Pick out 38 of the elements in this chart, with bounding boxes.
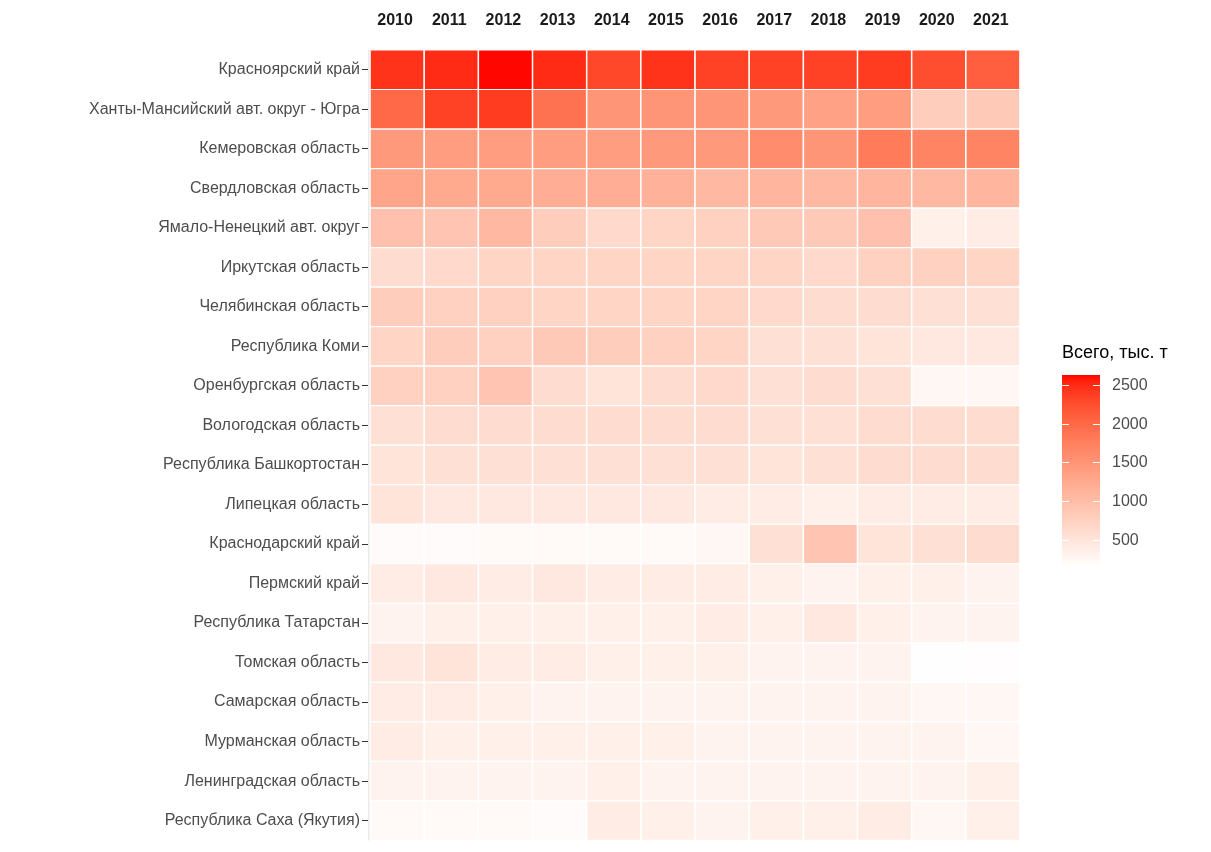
y-tick-label: Краснодарский край	[209, 534, 360, 552]
y-tick-label: Ленинградская область	[184, 771, 360, 789]
x-tick-label: 2019	[864, 10, 901, 28]
x-tick-label: 2012	[485, 10, 522, 28]
y-tick-label: Республика Саха (Якутия)	[164, 811, 360, 829]
y-tick-label: Республика Татарстан	[193, 613, 360, 631]
y-tick-label: Вологодская область	[202, 415, 360, 433]
color-bar-label: 1500	[1112, 452, 1148, 470]
x-tick-label: 2013	[539, 10, 576, 28]
color-bar-label: 2500	[1112, 375, 1148, 393]
y-tick-label: Иркутская область	[220, 257, 360, 275]
x-tick-label: 2017	[756, 10, 793, 28]
x-tick-label: 2021	[973, 10, 1009, 28]
y-tick-label: Ханты-Мансийский авт. округ - Югра	[89, 99, 361, 117]
y-tick-label: Самарская область	[213, 692, 360, 710]
y-tick-label: Пермский край	[248, 573, 360, 591]
color-bar-label: 1000	[1112, 491, 1148, 509]
color-bar-title: Всего, тыс. т	[1062, 341, 1168, 362]
x-tick-label: 2015	[648, 10, 684, 28]
x-tick-label: 2011	[431, 10, 467, 28]
y-tick-label: Оренбургская область	[193, 376, 360, 394]
y-tick-label: Мурманская область	[204, 732, 360, 750]
x-tick-label: 2014	[593, 10, 630, 28]
y-tick-label: Свердловская область	[190, 178, 360, 196]
y-tick-label: Кемеровская область	[199, 139, 360, 157]
y-tick-label: Республика Башкортостан	[163, 455, 360, 473]
x-tick-label: 2020	[918, 10, 955, 28]
x-tick-label: 2018	[810, 10, 847, 28]
x-tick-label: 2010	[377, 10, 413, 28]
y-tick-label: Липецкая область	[225, 494, 360, 512]
color-bar-label: 500	[1112, 530, 1139, 548]
color-bar-label: 2000	[1112, 414, 1148, 432]
y-tick-label: Ямало-Ненецкий авт. округ	[158, 218, 361, 236]
y-tick-label: Челябинская область	[199, 297, 360, 315]
y-tick-label: Томская область	[234, 652, 360, 670]
y-tick-label: Республика Коми	[230, 336, 360, 354]
y-tick-label: Красноярский край	[218, 60, 360, 78]
x-tick-label: 2016	[702, 10, 738, 28]
